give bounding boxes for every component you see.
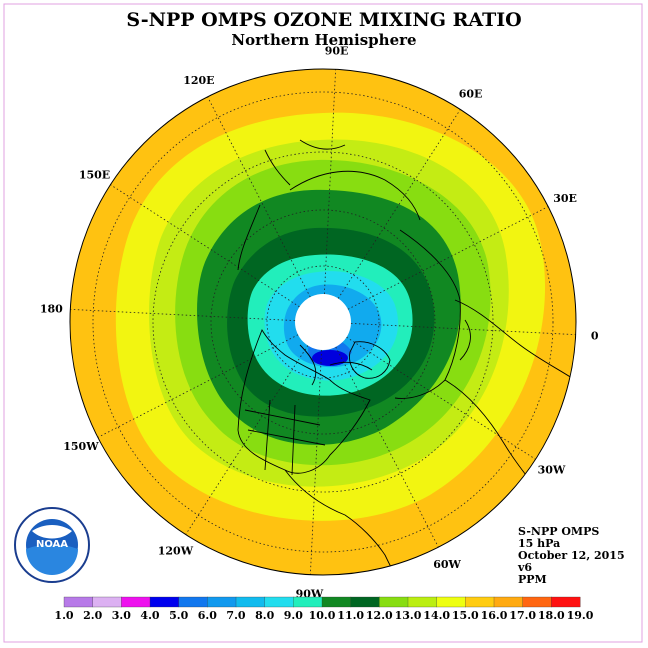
colorbar-swatch xyxy=(207,596,237,608)
meridian-line xyxy=(185,345,309,535)
longitude-label: 150W xyxy=(63,440,99,453)
colorbar-swatch xyxy=(264,596,294,608)
colorbar-swatch xyxy=(350,596,380,608)
meridian-line xyxy=(346,336,536,460)
colorbar-tick-label: 11.0 xyxy=(337,609,364,622)
colorbar-tick-label: 13.0 xyxy=(395,609,422,622)
map-disc-border xyxy=(69,68,577,576)
longitude-label: 60E xyxy=(459,88,483,101)
longitude-label: 30W xyxy=(538,464,566,477)
coastlines xyxy=(237,139,576,575)
polar-map xyxy=(70,69,576,575)
colorbar-swatch xyxy=(178,596,208,608)
meridian-line xyxy=(110,184,300,308)
colorbar-tick-label: 8.0 xyxy=(255,609,274,622)
colorbar-tick-label: 7.0 xyxy=(226,609,245,622)
colorbar-tick-label: 16.0 xyxy=(481,609,508,622)
colorbar-tick-label: 17.0 xyxy=(509,609,536,622)
colorbar-tick-label: 12.0 xyxy=(366,609,393,622)
longitude-label: 120W xyxy=(158,545,194,558)
colorbar-swatch xyxy=(436,596,466,608)
colorbar-swatch xyxy=(551,596,581,608)
meridian-line xyxy=(70,308,296,322)
colorbar-swatch xyxy=(121,596,151,608)
colorbar-swatch xyxy=(293,596,323,608)
colorbar-tick-label: 15.0 xyxy=(452,609,479,622)
meridian-line xyxy=(207,96,311,298)
info-line-4: v6 xyxy=(517,561,532,574)
meridian-line xyxy=(350,322,576,336)
longitude-label: 0 xyxy=(591,330,599,343)
colorbar-tick-labels: 1.0 2.0 3.0 4.0 5.0 6.0 7.0 8.0 9.0 10.0 11.0 12.0 1… xyxy=(54,609,593,622)
chart-title: S-NPP OMPS OZONE MIXING RATIO xyxy=(126,9,521,31)
graticule xyxy=(70,69,576,575)
colorbar-tick-label: 3.0 xyxy=(112,609,131,622)
colorbar-swatch xyxy=(407,596,438,608)
info-line-2: 15 hPa xyxy=(518,537,560,550)
info-line-5: PPM xyxy=(518,573,547,586)
noaa-logo: NOAA xyxy=(14,507,90,583)
meridian-line xyxy=(347,206,549,310)
colorbar-swatch xyxy=(493,596,524,608)
colorbar-swatch xyxy=(321,596,352,608)
colorbar-tick-label: 19.0 xyxy=(567,609,594,622)
chart-subtitle: Northern Hemisphere xyxy=(231,31,416,49)
colorbar-tick-label: 9.0 xyxy=(284,609,303,622)
colorbar-tick-label: 10.0 xyxy=(309,609,336,622)
colorbar-swatch xyxy=(92,596,122,608)
colorbar-swatch xyxy=(63,596,94,608)
longitude-label: 30E xyxy=(553,192,577,205)
colorbar-tick-label: 4.0 xyxy=(140,609,159,622)
colorbar-swatch xyxy=(465,596,495,608)
meridian-line xyxy=(97,334,299,438)
longitude-label: 90E xyxy=(325,44,349,57)
colorbar-tick-label: 5.0 xyxy=(169,609,188,622)
meridian-line xyxy=(323,69,337,295)
colorbar-swatch xyxy=(522,596,552,608)
longitude-label: 180 xyxy=(40,302,63,315)
longitude-label: 150E xyxy=(79,168,110,181)
colorbar xyxy=(63,596,581,608)
colorbar-tick-label: 2.0 xyxy=(83,609,102,622)
info-block: S-NPP OMPS 15 hPa October 12, 2015 v6 PP… xyxy=(517,525,625,586)
longitude-label: 120E xyxy=(183,74,214,87)
meridian-line xyxy=(335,346,439,548)
figure-border xyxy=(3,3,643,643)
colorbar-tick-label: 6.0 xyxy=(198,609,217,622)
no-data-polar-hole xyxy=(295,294,351,350)
longitude-label: 60W xyxy=(433,558,461,571)
info-line-3: October 12, 2015 xyxy=(518,549,625,562)
colorbar-swatch xyxy=(149,596,180,608)
colorbar-swatch xyxy=(235,596,266,608)
meridian-line xyxy=(309,349,323,575)
info-line-1: S-NPP OMPS xyxy=(518,525,599,538)
colorbar-swatch xyxy=(379,596,409,608)
colorbar-tick-label: 18.0 xyxy=(538,609,565,622)
meridian-line xyxy=(337,109,461,299)
colorbar-tick-label: 1.0 xyxy=(54,609,73,622)
noaa-logo-text: NOAA xyxy=(36,539,68,550)
ozone-level-4-core xyxy=(312,350,348,366)
colorbar-tick-label: 14.0 xyxy=(423,609,450,622)
